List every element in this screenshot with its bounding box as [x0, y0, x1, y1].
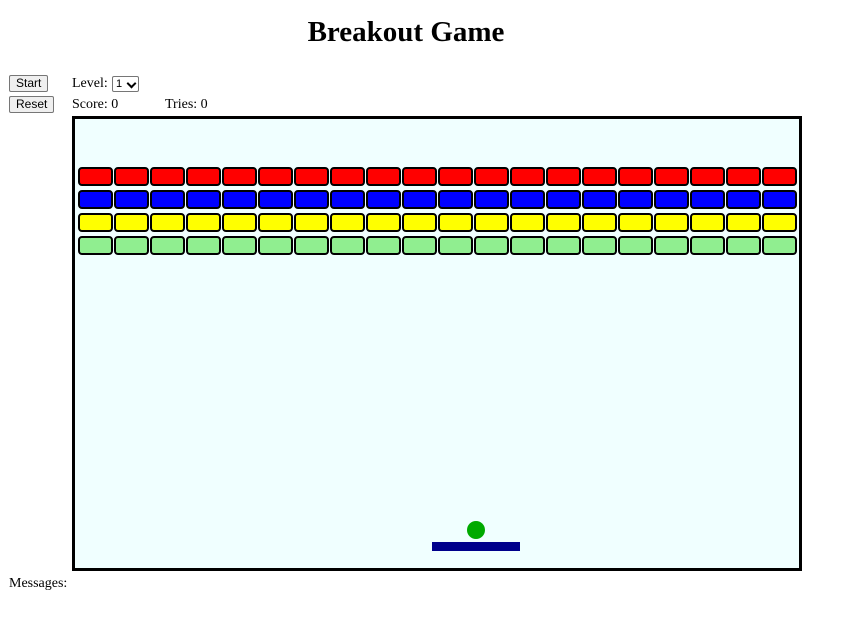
brick-light-green [150, 236, 185, 255]
brick-red [474, 167, 509, 186]
brick-yellow [690, 213, 725, 232]
brick-blue [510, 190, 545, 209]
brick-red [618, 167, 653, 186]
ball [467, 521, 485, 539]
brick-blue [258, 190, 293, 209]
brick-light-green [546, 236, 581, 255]
brick-red [186, 167, 221, 186]
brick-yellow [366, 213, 401, 232]
brick-blue [78, 190, 113, 209]
score-display: Score: 0 [72, 97, 118, 113]
brick-yellow [330, 213, 365, 232]
brick-light-green [438, 236, 473, 255]
paddle[interactable] [432, 542, 520, 551]
messages-label: Messages: [9, 576, 68, 591]
brick-light-green [222, 236, 257, 255]
brick-yellow [582, 213, 617, 232]
brick-red [582, 167, 617, 186]
brick-light-green [366, 236, 401, 255]
brick-yellow [762, 213, 797, 232]
tries-display: Tries: 0 [165, 97, 208, 113]
brick-yellow [294, 213, 329, 232]
brick-blue [366, 190, 401, 209]
brick-blue [330, 190, 365, 209]
level-select[interactable]: 1 [112, 76, 139, 92]
brick-red [366, 167, 401, 186]
brick-yellow [510, 213, 545, 232]
chevron-down-icon [126, 78, 137, 89]
tries-value: 0 [200, 97, 208, 112]
brick-yellow [402, 213, 437, 232]
brick-red [654, 167, 689, 186]
brick-red [438, 167, 473, 186]
brick-red [114, 167, 149, 186]
brick-yellow [438, 213, 473, 232]
brick-blue [546, 190, 581, 209]
brick-red [546, 167, 581, 186]
brick-yellow [654, 213, 689, 232]
brick-light-green [510, 236, 545, 255]
brick-red [690, 167, 725, 186]
brick-yellow [186, 213, 221, 232]
brick-red [150, 167, 185, 186]
brick-light-green [330, 236, 365, 255]
brick-blue [150, 190, 185, 209]
brick-red [510, 167, 545, 186]
brick-red [762, 167, 797, 186]
page-title: Breakout Game [307, 16, 505, 48]
brick-light-green [654, 236, 689, 255]
brick-yellow [546, 213, 581, 232]
brick-light-green [582, 236, 617, 255]
level-select-value: 1 [116, 78, 123, 90]
tries-label: Tries: [165, 97, 198, 112]
brick-light-green [78, 236, 113, 255]
brick-light-green [114, 236, 149, 255]
brick-yellow [474, 213, 509, 232]
score-label: Score: [72, 97, 108, 112]
brick-yellow [78, 213, 113, 232]
brick-blue [726, 190, 761, 209]
game-canvas[interactable] [72, 116, 802, 571]
brick-red [294, 167, 329, 186]
reset-button[interactable]: Reset [9, 96, 55, 113]
brick-light-green [618, 236, 653, 255]
messages-area: Messages: [9, 576, 67, 592]
brick-red [402, 167, 437, 186]
brick-yellow [726, 213, 761, 232]
brick-yellow [114, 213, 149, 232]
score-value: 0 [111, 97, 119, 112]
brick-blue [474, 190, 509, 209]
brick-light-green [258, 236, 293, 255]
brick-blue [402, 190, 437, 209]
brick-red [78, 167, 113, 186]
brick-blue [438, 190, 473, 209]
brick-yellow [258, 213, 293, 232]
start-button[interactable]: Start [9, 75, 49, 92]
brick-blue [654, 190, 689, 209]
brick-blue [582, 190, 617, 209]
brick-yellow [150, 213, 185, 232]
brick-blue [618, 190, 653, 209]
brick-blue [690, 190, 725, 209]
brick-red [258, 167, 293, 186]
brick-light-green [726, 236, 761, 255]
brick-light-green [474, 236, 509, 255]
brick-light-green [186, 236, 221, 255]
brick-red [330, 167, 365, 186]
brick-yellow [222, 213, 257, 232]
brick-yellow [618, 213, 653, 232]
brick-blue [294, 190, 329, 209]
brick-red [726, 167, 761, 186]
level-label: Level: [72, 76, 108, 91]
brick-blue [762, 190, 797, 209]
brick-light-green [402, 236, 437, 255]
brick-blue [222, 190, 257, 209]
brick-light-green [690, 236, 725, 255]
brick-blue [114, 190, 149, 209]
brick-red [222, 167, 257, 186]
brick-light-green [762, 236, 797, 255]
brick-light-green [294, 236, 329, 255]
brick-blue [186, 190, 221, 209]
